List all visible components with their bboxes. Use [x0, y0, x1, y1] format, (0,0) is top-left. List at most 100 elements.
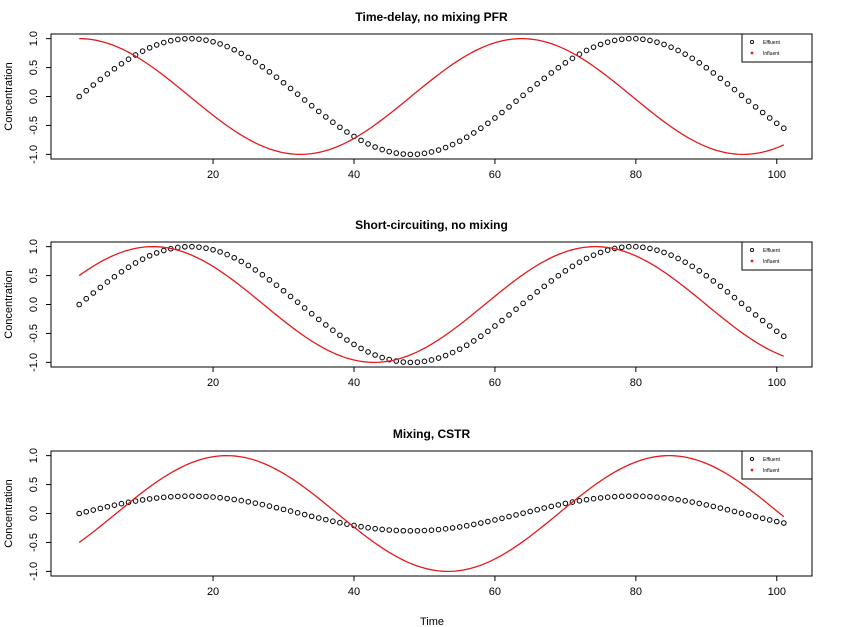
panel-1-data-point [358, 137, 364, 144]
panel-2-data-point [259, 271, 266, 278]
panel-2-data-point [541, 283, 548, 290]
panel-3-y-tick-label: 0.5 [28, 477, 40, 492]
panel-1-data-point [661, 41, 667, 48]
panel-3-data-point [428, 527, 435, 533]
panel-3-x-tick-label: 40 [348, 586, 360, 598]
panel-2-data-point [83, 295, 90, 302]
panel-2-plot-frame [50, 241, 813, 368]
panel-2-data-point [308, 310, 315, 317]
panel-3-data-point [435, 526, 442, 533]
panel-2-data-point [618, 244, 625, 251]
panel-2-data-point [379, 354, 385, 361]
panel-1-data-point [400, 151, 407, 157]
panel-1-data-point [365, 141, 371, 147]
panel-3-data-point [182, 493, 188, 499]
panel-1-data-point [407, 151, 414, 158]
panel-1-data-point [97, 76, 104, 83]
panel-3-data-point [590, 495, 597, 502]
panel-1-legend-marker [749, 39, 755, 45]
panel-2-data-point [604, 247, 611, 253]
panel-3-data-point [696, 500, 703, 507]
panel-2-data-point [294, 299, 301, 305]
panel-1-data-point [308, 102, 315, 109]
panel-2-data-point [323, 322, 329, 328]
panel-1-data-point [520, 92, 526, 99]
panel-2-data-point [132, 260, 139, 266]
panel-3-x-tick-label: 80 [630, 586, 642, 598]
panel-2-data-point [139, 256, 146, 262]
panel-2-data-point [590, 252, 597, 258]
panel-3-data-point [252, 500, 259, 506]
panel-1-data-point [541, 75, 548, 82]
panel-1-data-point [456, 138, 463, 144]
panel-3-data-point [689, 499, 696, 505]
panel-1-data-point [759, 109, 766, 116]
panel-2-data-point [548, 278, 555, 284]
panel-2-data-point [506, 312, 512, 318]
panel-1-data-point [175, 36, 181, 43]
panel-2-data-point [252, 267, 259, 273]
panel-2-data-point [569, 263, 576, 270]
panel-3-data-point [717, 505, 724, 511]
panel-2-data-point [724, 289, 731, 295]
panel-2-legend-label: Influent [763, 259, 780, 265]
panel-1-data-point [710, 70, 717, 76]
panel-3-data-point [315, 515, 322, 521]
panel-2-title: Short-circuiting, no mixing [355, 218, 508, 232]
panel-3-data-point [463, 522, 470, 529]
panel-3-data-point [189, 493, 195, 499]
panel-3-data-point [146, 496, 153, 502]
panel-3-data-point [710, 503, 717, 510]
panel-3-data-point [111, 502, 118, 508]
panel-3-data-point [203, 493, 209, 500]
panel-1-legend-box [741, 33, 813, 63]
panel-3-data-point [118, 500, 125, 507]
panel-3-data-point [358, 523, 364, 530]
panel-1-data-point [111, 65, 118, 72]
panel-2-data-point [224, 251, 230, 258]
panel-3-data-point [668, 495, 674, 502]
panel-2-data-point [146, 252, 153, 259]
panel-1-data-point [442, 144, 449, 151]
panel-1-data-point [647, 37, 653, 44]
panel-1-data-point [344, 129, 350, 135]
panel-3-data-point [499, 515, 505, 522]
panel-3-data-point [548, 503, 555, 510]
panel-3-data-point [294, 510, 301, 516]
panel-2-y-tick-label: 0.5 [28, 268, 40, 283]
panel-3-data-point [196, 493, 202, 500]
panel-1-data-point [210, 38, 216, 45]
panel-1-data-point [203, 37, 209, 43]
panel-1-data-point [252, 59, 259, 65]
panel-2-data-point [273, 282, 280, 288]
panel-3-data-point [506, 513, 512, 520]
panel-3-y-tick-label: 0.0 [28, 506, 40, 521]
panel-1-data-point [287, 85, 294, 92]
panel-1-data-point [611, 37, 618, 44]
panel-2-data-point [245, 262, 252, 269]
panel-1-data-point [245, 54, 252, 61]
panel-2-data-point [386, 356, 393, 363]
panel-3-data-point [167, 493, 174, 500]
panel-2-data-point [182, 243, 188, 250]
panel-1-data-point [668, 44, 674, 50]
panel-2-data-point [428, 357, 435, 363]
panel-2-data-point [534, 289, 540, 295]
panel-1-data-point [506, 104, 512, 110]
panel-1-data-point [125, 56, 132, 63]
panel-3-data-point [259, 501, 266, 508]
panel-1-data-point [781, 125, 787, 132]
panel-2-data-point [196, 244, 202, 250]
panel-3-data-point [175, 493, 181, 500]
panel-1-data-point [527, 86, 533, 93]
panel-2-data-point [189, 243, 195, 250]
panel-1-data-point [597, 41, 604, 48]
panel-1-data-point [301, 97, 308, 103]
panel-3-data-point [217, 494, 223, 501]
panel-1-plot-frame [50, 33, 813, 160]
panel-1-x-tick-label: 60 [489, 169, 501, 181]
panel-2-data-point [449, 349, 456, 356]
panel-2-data-point [499, 317, 505, 324]
panel-2-data-point [555, 272, 562, 279]
